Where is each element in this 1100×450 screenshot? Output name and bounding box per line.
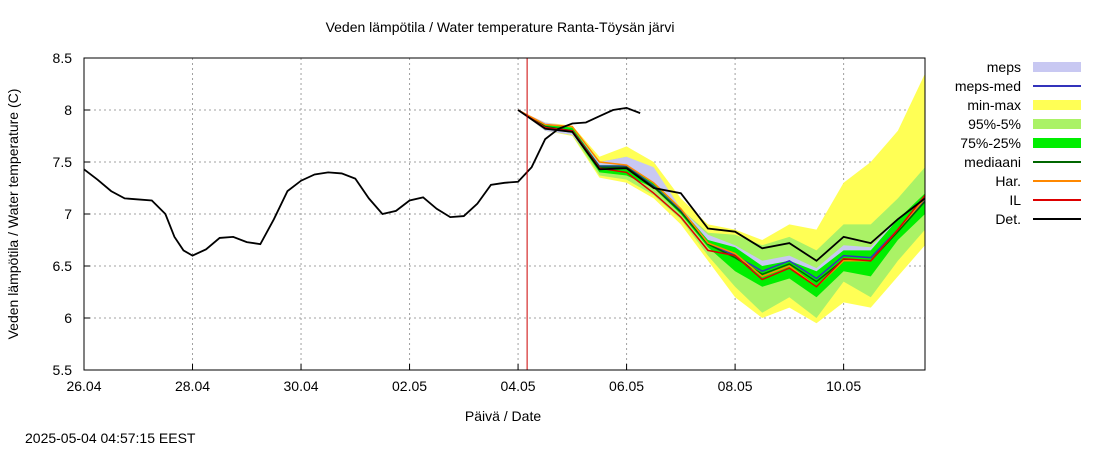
forecast-bands xyxy=(518,73,925,324)
x-tick-label: 02.05 xyxy=(392,378,427,394)
legend-swatch xyxy=(1033,100,1081,110)
x-tick-label: 30.04 xyxy=(284,378,319,394)
plot-frame xyxy=(83,57,926,371)
x-tick-label: 08.05 xyxy=(718,378,753,394)
legend-swatch xyxy=(1033,119,1081,129)
legend-label: mediaani xyxy=(964,154,1021,170)
x-tick-label: 04.05 xyxy=(501,378,536,394)
grid-lines xyxy=(84,58,925,370)
legend-label: 95%-5% xyxy=(968,116,1021,132)
series-line-det xyxy=(517,109,926,262)
legend-label: Har. xyxy=(995,173,1021,189)
y-tick-label: 8.5 xyxy=(53,50,73,66)
legend-label: Det. xyxy=(995,211,1021,227)
x-tick-label: 28.04 xyxy=(175,378,210,394)
x-tick-label: 10.05 xyxy=(826,378,861,394)
x-tick-label: 26.04 xyxy=(66,378,101,394)
x-axis-label: Päivä / Date xyxy=(465,408,541,424)
legend-label: IL xyxy=(1009,192,1021,208)
legend-label: min-max xyxy=(967,97,1021,113)
chart-title: Veden lämpötila / Water temperature Rant… xyxy=(326,19,675,35)
y-tick-label: 7.5 xyxy=(53,154,73,170)
legend-label: meps xyxy=(987,59,1021,75)
y-tick-label: 5.5 xyxy=(53,362,73,378)
legend-label: meps-med xyxy=(955,78,1021,94)
legend-label: 75%-25% xyxy=(960,135,1021,151)
tick-labels: 26.04 28.04 30.04 02.05 04.05 06.05 08.05 10.05… xyxy=(53,50,862,394)
legend: meps meps-med min-max 95%-5% 75%-25% mediaani… xyxy=(955,59,1081,227)
legend-swatch xyxy=(1033,138,1081,148)
y-axis-label: Veden lämpötila / Water temperature (C) xyxy=(5,89,21,340)
x-tick-label: 06.05 xyxy=(609,378,644,394)
y-tick-label: 7 xyxy=(64,206,72,222)
legend-swatch xyxy=(1033,62,1081,72)
series-lines xyxy=(83,106,926,288)
series-line-observed xyxy=(83,106,641,257)
y-tick-label: 8 xyxy=(64,102,72,118)
series-line-har xyxy=(517,109,926,288)
axes xyxy=(83,57,926,371)
y-tick-label: 6.5 xyxy=(53,258,73,274)
y-tick-label: 6 xyxy=(64,310,72,326)
timestamp-label: 2025-05-04 04:57:15 EEST xyxy=(25,430,196,446)
